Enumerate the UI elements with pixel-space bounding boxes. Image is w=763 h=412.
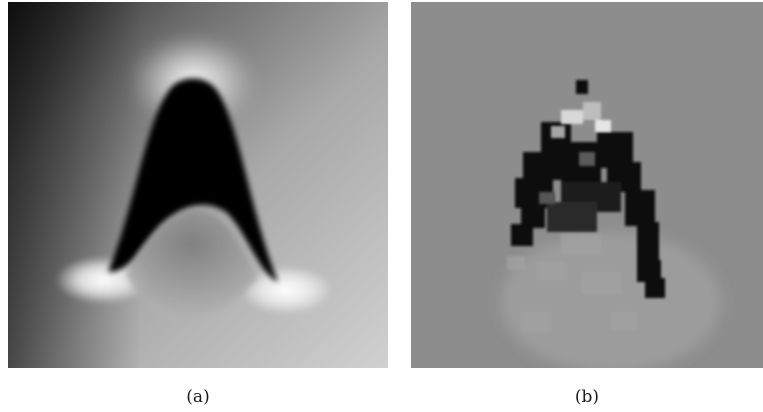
caption-a: (a) xyxy=(186,387,210,407)
image-panel-b xyxy=(411,2,763,368)
grayscale-image-b xyxy=(411,2,763,368)
grayscale-image-a xyxy=(8,2,388,368)
image-panel-a xyxy=(8,2,388,368)
caption-b: (b) xyxy=(574,387,600,407)
